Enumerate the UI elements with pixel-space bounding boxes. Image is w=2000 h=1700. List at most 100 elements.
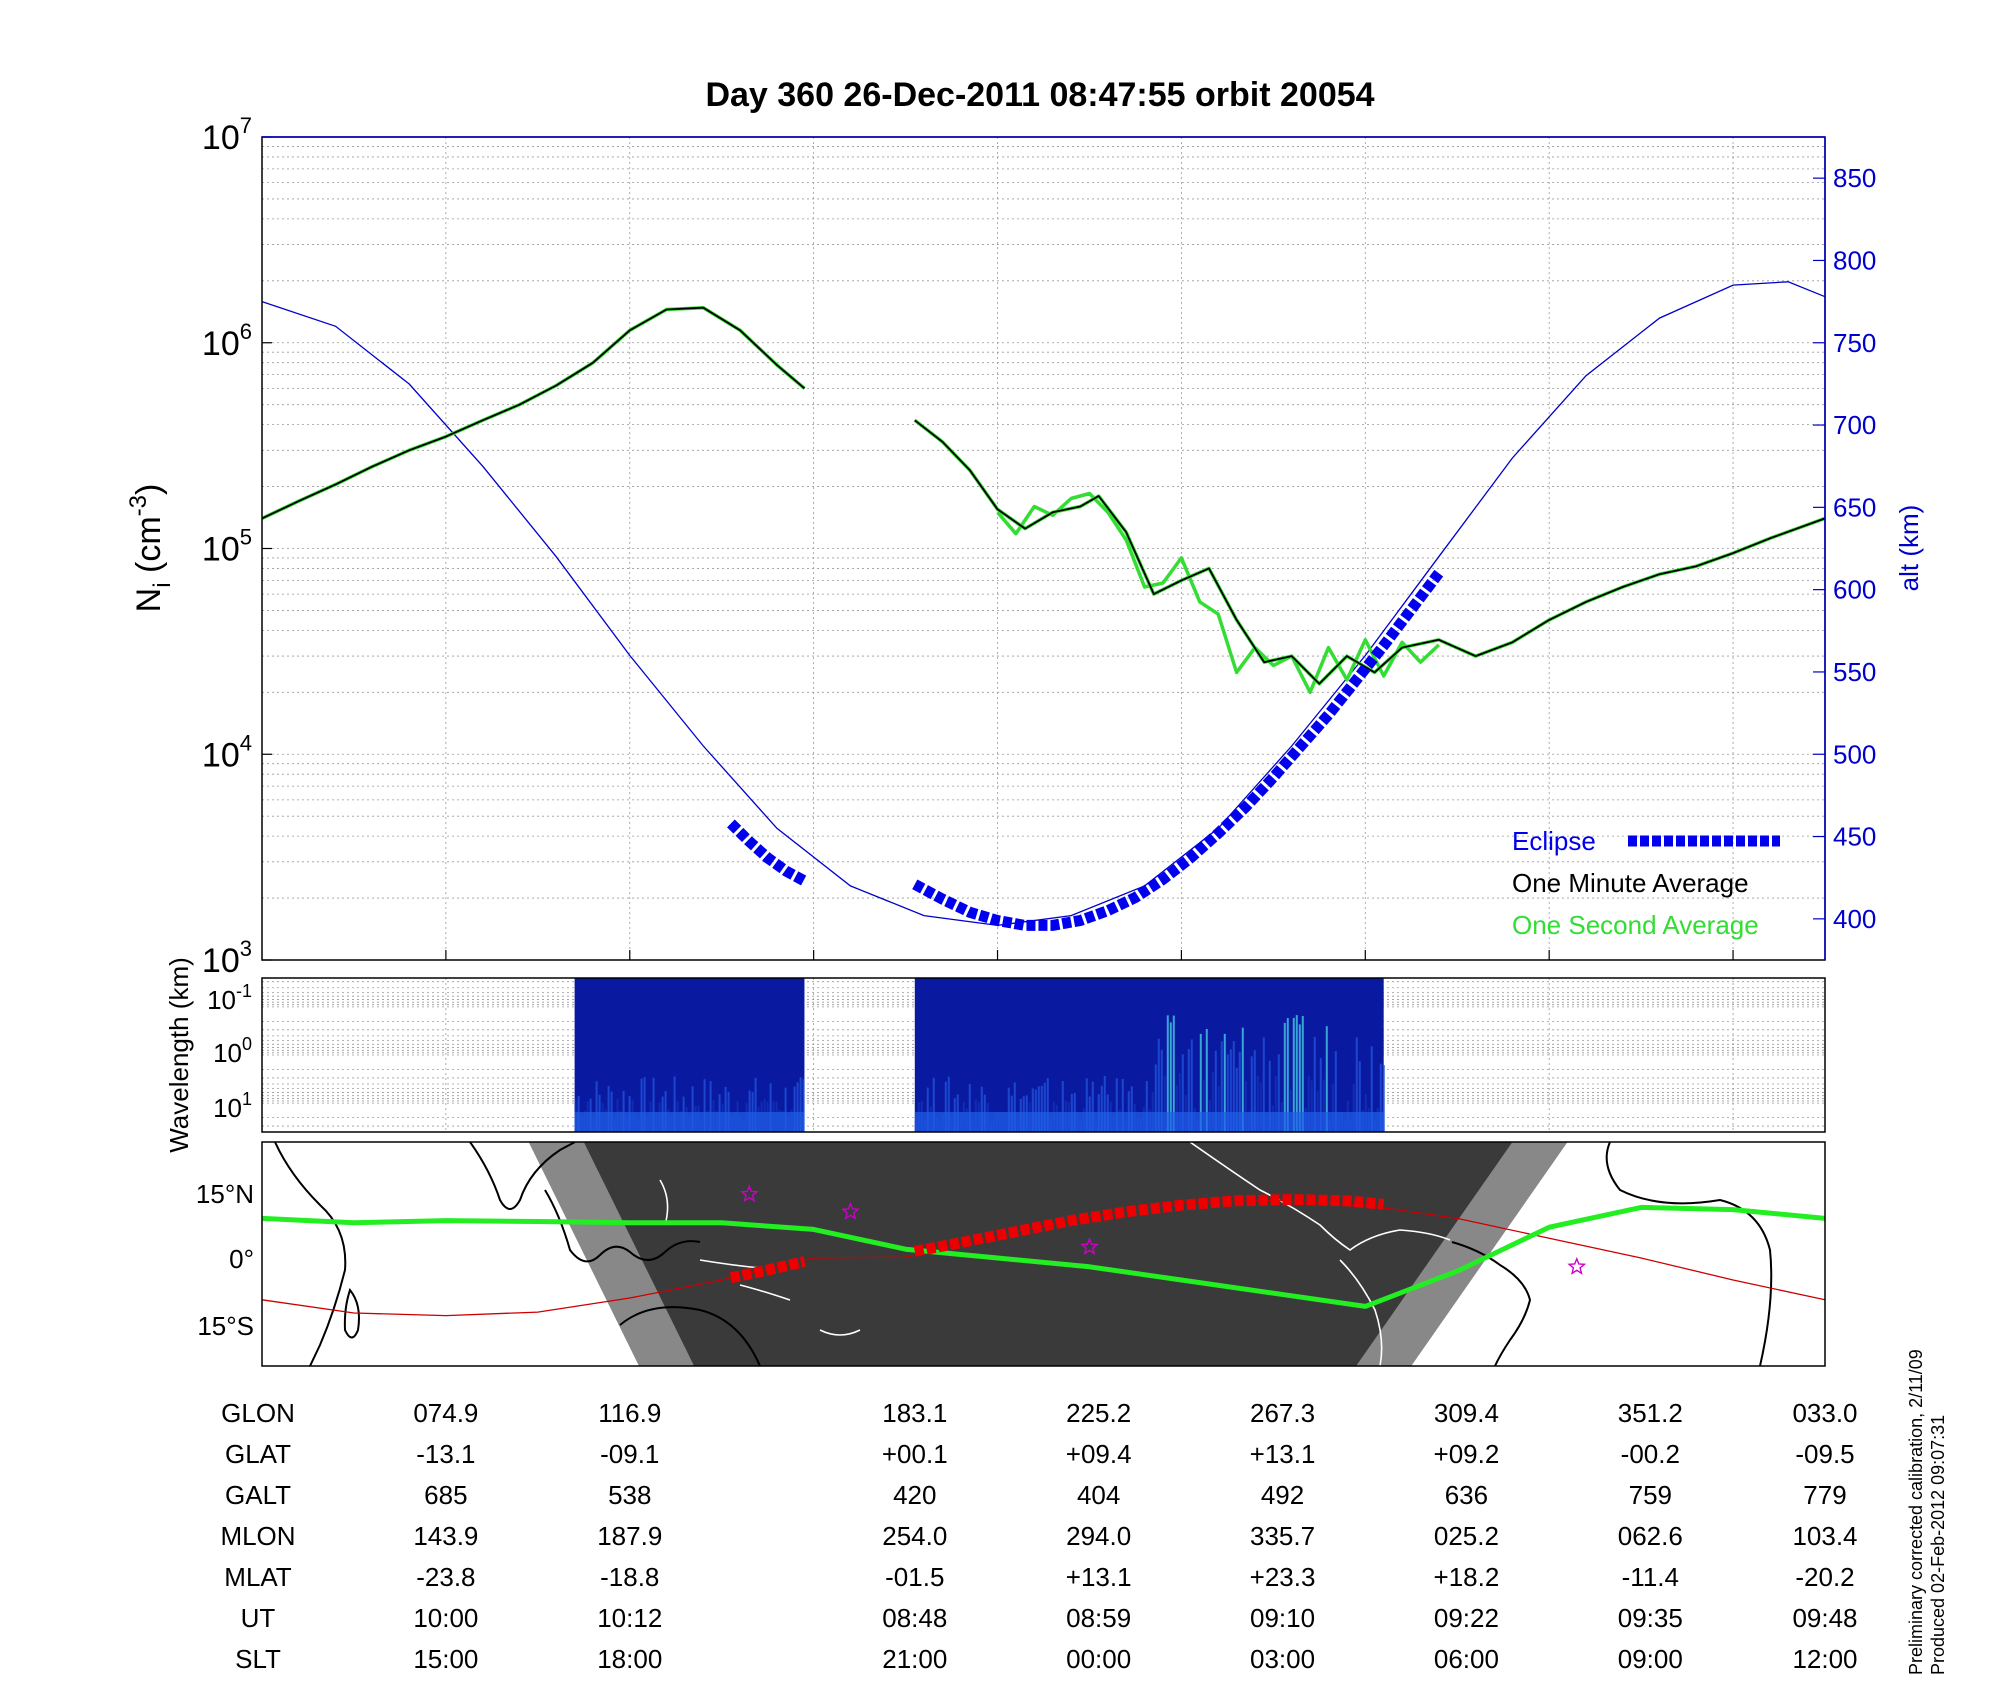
- chart-title: Day 360 26-Dec-2011 08:47:55 orbit 20054: [705, 76, 1374, 114]
- table-row-label: MLON: [220, 1521, 295, 1551]
- map-content: [262, 1142, 1825, 1366]
- table-row-label: SLT: [235, 1644, 281, 1674]
- table-cell: -00.2: [1621, 1439, 1680, 1469]
- density-y-tick-label: 104: [202, 730, 252, 774]
- star-marker: [739, 1184, 759, 1203]
- one-minute-average-line: [914, 419, 1826, 685]
- density-y-tick-exponent: 3: [240, 936, 252, 961]
- spectrogram-y-tick-exponent: -1: [236, 981, 252, 1001]
- spectrogram-streak: [1307, 1075, 1310, 1132]
- spectrogram-streak: [947, 1076, 950, 1132]
- table-row-label: UT: [241, 1603, 276, 1633]
- spectrogram-streak: [724, 1086, 727, 1132]
- spectrogram-streak: [1169, 1022, 1172, 1132]
- spectrogram-streak: [1298, 1024, 1301, 1132]
- spectrogram-streak: [1103, 1075, 1106, 1132]
- density-y-tick-label: 107: [202, 113, 252, 157]
- spectrogram-low-band: [574, 1112, 805, 1132]
- spectrogram-streak: [1157, 1038, 1160, 1132]
- spectrogram-streak: [1286, 1018, 1289, 1132]
- legend-eclipse: Eclipse: [1512, 826, 1596, 856]
- spectrogram-streak: [980, 1086, 983, 1132]
- spectrogram-streak: [1040, 1085, 1043, 1132]
- table-cell: 309.4: [1434, 1398, 1499, 1428]
- spectrogram-streak: [1130, 1086, 1133, 1132]
- density-y-tick-label: 103: [202, 936, 252, 980]
- spectrogram-streak: [1172, 1015, 1175, 1132]
- spectrogram-streak: [727, 1091, 730, 1132]
- eclipse-line: [912, 569, 1444, 931]
- density-y-tick-mantissa: 10: [202, 736, 240, 774]
- table-cell: +13.1: [1250, 1439, 1316, 1469]
- table-cell: 08:48: [882, 1603, 947, 1633]
- table-row-label: GLON: [221, 1398, 295, 1428]
- spectrogram-streak: [1268, 1060, 1271, 1132]
- spectrogram-streak: [1235, 1067, 1238, 1132]
- footer-produced: Produced 02-Feb-2012 09:07:31: [1928, 1415, 1948, 1675]
- spectrogram-streak: [754, 1077, 757, 1132]
- spectrogram-streak: [595, 1081, 598, 1132]
- spectrogram-streak: [1034, 1089, 1037, 1132]
- density-y-tick-exponent: 4: [240, 730, 252, 755]
- density-legend: Eclipse One Minute Average One Second Av…: [1512, 826, 1780, 940]
- table-cell: 636: [1445, 1480, 1488, 1510]
- spectrogram-streak: [926, 1087, 929, 1132]
- map-panel: 15°N 0° 15°S: [196, 1141, 1826, 1367]
- table-cell: +09.4: [1066, 1439, 1132, 1469]
- spectrogram-streak: [643, 1077, 646, 1132]
- table-cell: 759: [1629, 1480, 1672, 1510]
- table-cell: -20.2: [1795, 1562, 1854, 1592]
- spectrogram-streak: [640, 1078, 643, 1132]
- spectrogram-streak: [1007, 1087, 1010, 1132]
- spectrogram-y-label: Wavelength (km): [164, 957, 194, 1153]
- spectrogram-streak: [1043, 1082, 1046, 1132]
- table-cell: 06:00: [1434, 1644, 1499, 1674]
- spectrogram-streak: [1199, 1033, 1202, 1132]
- table-cell: 15:00: [413, 1644, 478, 1674]
- spectrogram-streak: [1370, 1046, 1373, 1132]
- table-cell: -09.1: [600, 1439, 659, 1469]
- spectrogram-streak: [1262, 1037, 1265, 1132]
- eclipse-line: [727, 819, 808, 886]
- spectrogram-streak: [1115, 1078, 1118, 1132]
- table-cell: +13.1: [1066, 1562, 1132, 1592]
- coastline-west-africa: [1605, 1142, 1773, 1366]
- spectrogram-streak: [1352, 1084, 1355, 1132]
- density-y-tick-mantissa: 10: [202, 325, 240, 363]
- table-row-label: MLAT: [224, 1562, 292, 1592]
- map-tracks: [262, 1184, 1825, 1317]
- spectrogram-streak: [1181, 1054, 1184, 1132]
- one-minute-average-line: [261, 306, 806, 520]
- spectrogram-streak: [1334, 1051, 1337, 1132]
- spectrogram-streak: [1256, 1075, 1259, 1132]
- eclipse-track-line: [729, 1256, 806, 1284]
- star-marker: [1567, 1256, 1587, 1275]
- spectrogram-block: [914, 978, 1384, 1132]
- spectrogram-streak: [1355, 1037, 1358, 1132]
- spectrogram-streak: [1223, 1033, 1226, 1132]
- spectrogram-streak: [1238, 1051, 1241, 1132]
- table-row-label: GLAT: [225, 1439, 291, 1469]
- table-cell: 09:22: [1434, 1603, 1499, 1633]
- spectrogram-streak: [1220, 1041, 1223, 1132]
- spectrogram-streak: [1217, 1086, 1220, 1132]
- spectrogram-streak: [1283, 1022, 1286, 1132]
- density-y-tick-mantissa: 10: [202, 531, 240, 569]
- spectrogram-frame: [261, 977, 1826, 1133]
- table-cell: -18.8: [600, 1562, 659, 1592]
- table-cell: 351.2: [1618, 1398, 1683, 1428]
- spectrogram-streak: [1214, 1050, 1217, 1132]
- table-cell: -23.8: [416, 1562, 475, 1592]
- table-cell: 538: [608, 1480, 651, 1510]
- density-y-tick-exponent: 7: [240, 113, 252, 138]
- altitude-y-tick-label: 700: [1833, 410, 1876, 440]
- spectrogram-streak: [1163, 1075, 1166, 1132]
- spectrogram-streak: [1241, 1027, 1244, 1132]
- table-cell: 12:00: [1792, 1644, 1857, 1674]
- spectrogram-streak: [1325, 1026, 1328, 1132]
- spectrogram-y-tick-mantissa: 10: [213, 1093, 242, 1123]
